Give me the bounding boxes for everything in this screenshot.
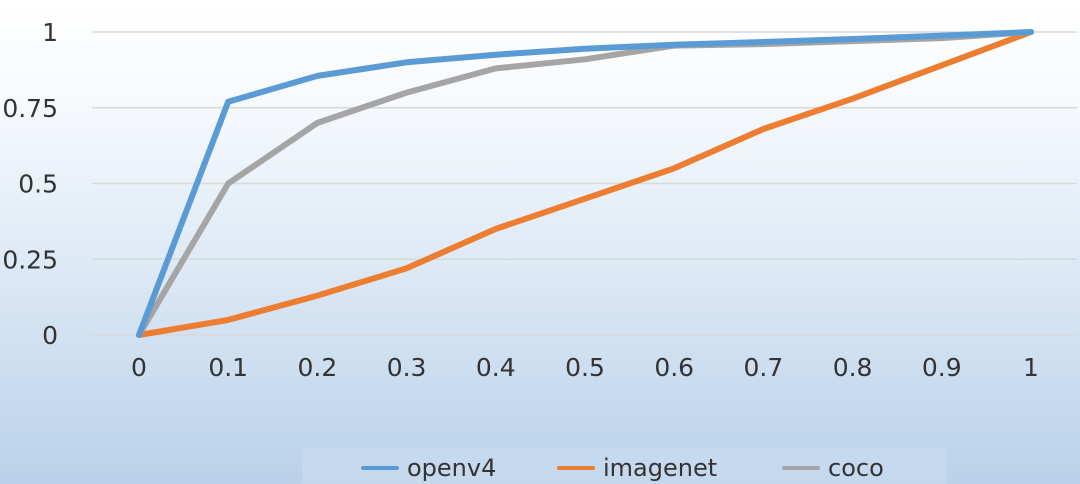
legend-label-coco: coco	[828, 454, 884, 482]
x-axis-tick-labels: 0 0.1 0.2 0.3 0.4 0.5 0.6 0.7 0.8 0.9 1	[131, 353, 1039, 382]
y-tick-label: 0.75	[2, 94, 58, 123]
series-line-imagenet	[136, 29, 1034, 338]
x-tick-label: 0.9	[922, 353, 962, 382]
x-tick-label: 0.1	[208, 353, 248, 382]
x-tick-label: 0.8	[833, 353, 873, 382]
legend-label-imagenet: imagenet	[603, 454, 718, 482]
legend: openv4 imagenet coco	[302, 448, 947, 484]
x-tick-label: 1	[1023, 353, 1039, 382]
y-tick-label: 0.5	[18, 170, 58, 199]
x-tick-label: 0.2	[298, 353, 338, 382]
x-tick-label: 0	[131, 353, 147, 382]
y-axis-tick-labels: 0 0.25 0.5 0.75 1	[2, 18, 58, 350]
x-tick-label: 0.3	[387, 353, 427, 382]
x-tick-label: 0.5	[565, 353, 605, 382]
legend-swatch-openv4	[361, 466, 399, 470]
y-tick-label: 0.25	[2, 245, 58, 274]
series-line-openv4	[136, 29, 1034, 338]
legend-label-openv4: openv4	[407, 454, 497, 482]
gridlines	[92, 31, 1077, 336]
x-tick-label: 0.4	[476, 353, 516, 382]
legend-item-openv4: openv4	[361, 449, 496, 484]
x-tick-label: 0.6	[654, 353, 694, 382]
y-tick-label: 0	[42, 321, 58, 350]
series-lines	[136, 29, 1034, 338]
legend-item-coco: coco	[782, 449, 884, 484]
legend-item-imagenet: imagenet	[557, 449, 717, 484]
legend-swatch-imagenet	[557, 466, 595, 470]
y-tick-label: 1	[42, 18, 58, 47]
legend-swatch-coco	[782, 466, 820, 470]
x-tick-label: 0.7	[744, 353, 784, 382]
